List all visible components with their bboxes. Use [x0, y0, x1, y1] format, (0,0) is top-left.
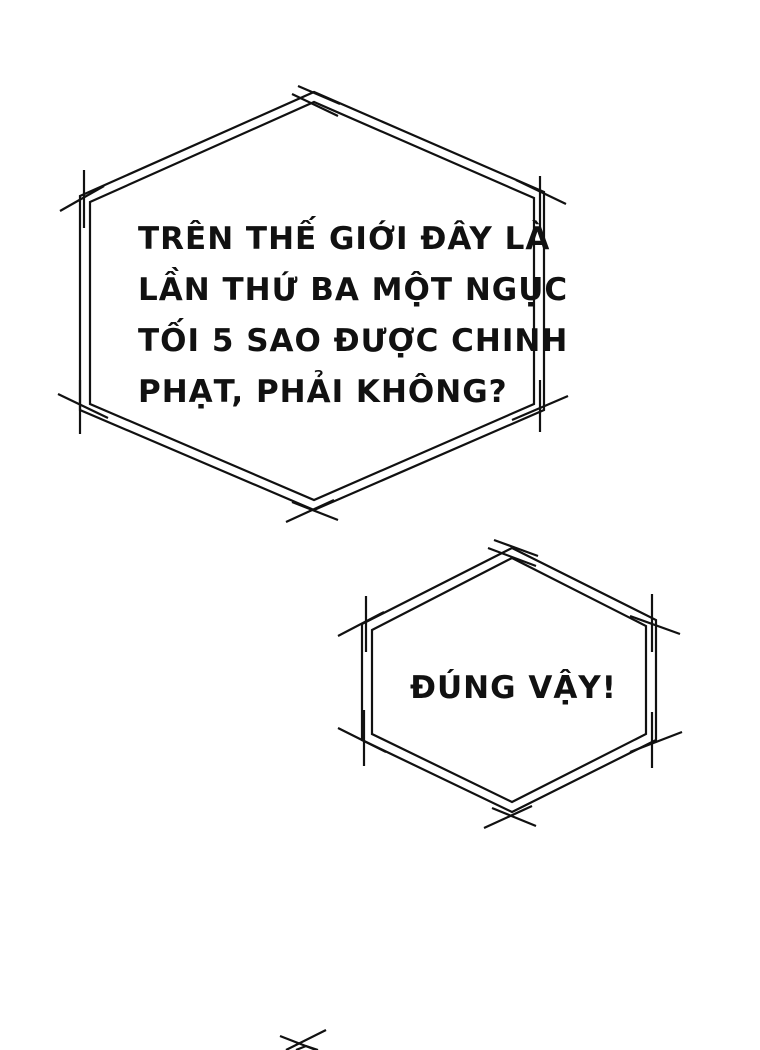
dialogue-line: PHẠT, PHẢI KHÔNG? — [138, 374, 508, 410]
dialogue-line: TỐI 5 SAO ĐƯỢC CHINH — [138, 323, 569, 359]
dialogue-line: TRÊN THẾ GIỚI ĐÂY LÀ — [138, 221, 551, 257]
dialogue-line: ĐÚNG VẬY! — [410, 670, 617, 706]
dialogue-text-2: ĐÚNG VẬY! — [410, 664, 630, 712]
dialogue-text-1: TRÊN THẾ GIỚI ĐÂY LÀ LẦN THỨ BA MỘT NGỤC… — [138, 214, 569, 418]
dialogue-line: LẦN THỨ BA MỘT NGỤC — [138, 272, 569, 308]
